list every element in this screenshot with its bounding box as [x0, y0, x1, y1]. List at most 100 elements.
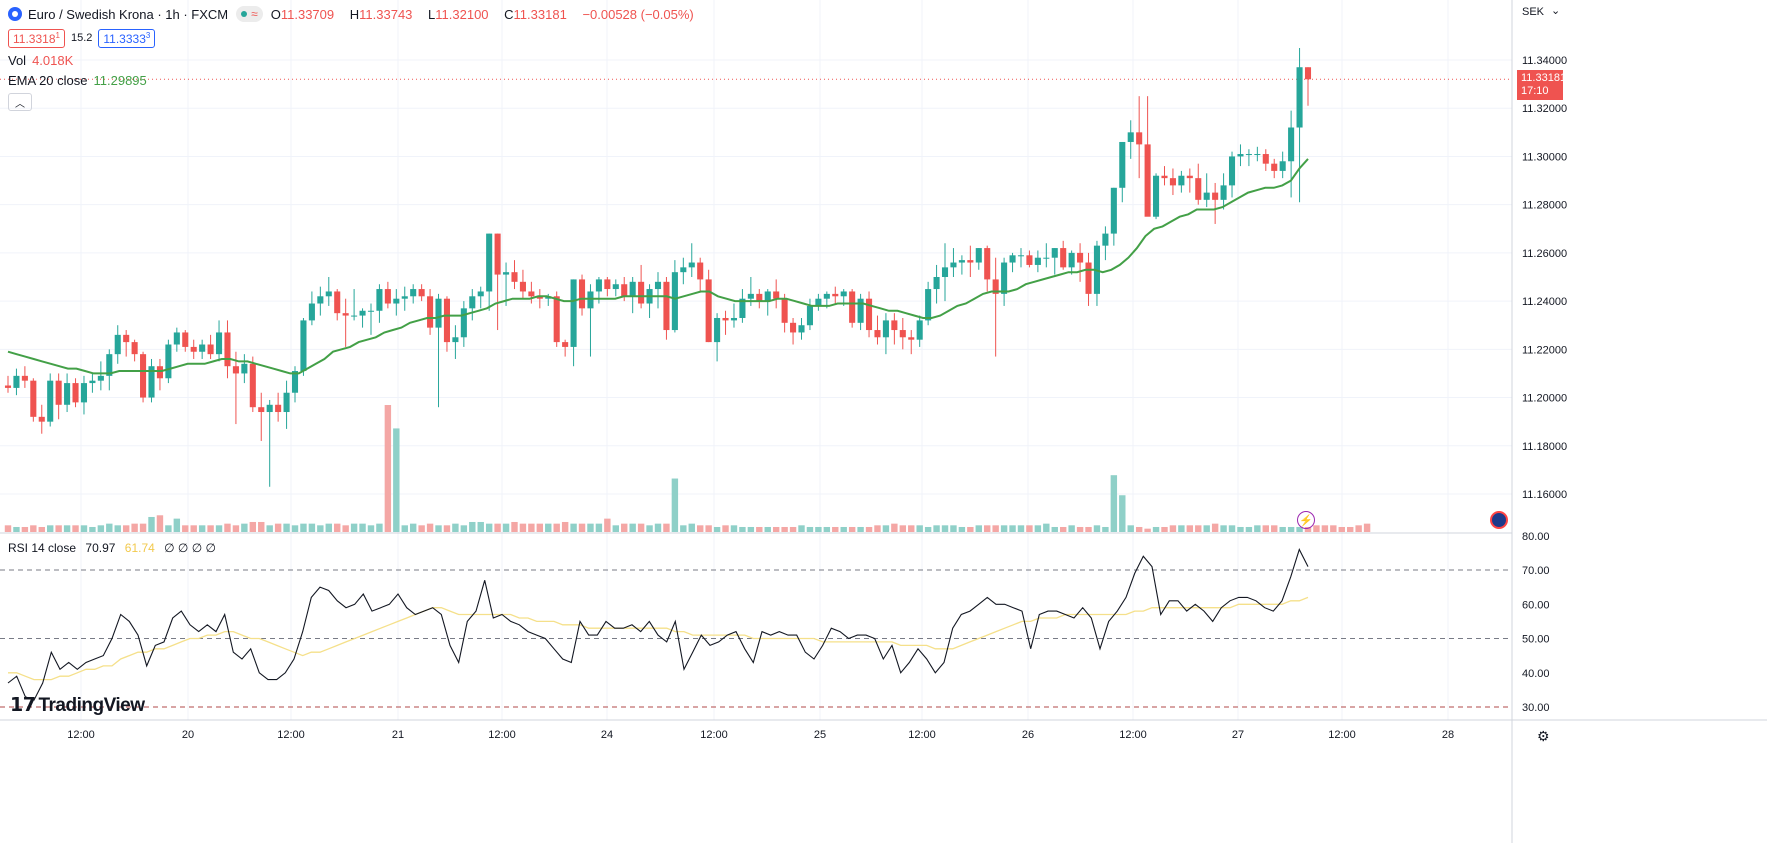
volume-bar	[621, 523, 628, 532]
candle-body	[1110, 187, 1117, 234]
globe-icon[interactable]	[1490, 511, 1508, 529]
candle-body	[958, 260, 965, 263]
candle-body	[849, 291, 856, 323]
candle-body	[460, 308, 467, 338]
symbol-title[interactable]: Euro / Swedish Krona · 1h · FXCM	[28, 6, 229, 22]
volume-bar	[1203, 525, 1210, 532]
candle-body	[1195, 178, 1202, 200]
volume-bar	[1279, 526, 1286, 532]
candle-body	[984, 248, 991, 280]
candle-body	[595, 279, 602, 292]
change-value: −0.00528 (−0.05%)	[582, 6, 694, 22]
candle-body	[570, 279, 577, 347]
candle-body	[4, 385, 12, 388]
volume-bar	[1093, 525, 1101, 532]
volume-bar	[772, 526, 780, 532]
chevron-up-icon[interactable]: ︿	[8, 93, 32, 111]
volume-bar	[1102, 526, 1109, 532]
candle-body	[165, 344, 172, 379]
volume-bar	[274, 523, 282, 532]
candle-body	[376, 289, 383, 311]
market-status-pill[interactable]: ≈	[236, 6, 263, 22]
volume-bar	[409, 523, 417, 532]
candle-body	[705, 279, 712, 343]
candle-body	[739, 298, 746, 318]
volume-bar	[1254, 525, 1261, 532]
ask-sup: 3	[145, 30, 151, 40]
buy-button[interactable]: 11.33333	[98, 28, 156, 48]
candle-body	[249, 363, 256, 408]
candle-body	[351, 315, 358, 317]
volume-bar	[114, 525, 121, 532]
volume-bar	[241, 523, 248, 532]
volume-bar	[1152, 526, 1160, 532]
volume-bar	[148, 516, 155, 532]
tradingview-logo[interactable]: 𝟭𝟳 TradingView	[10, 694, 145, 717]
volume-bar	[646, 525, 653, 532]
candle-body	[730, 317, 738, 321]
volume-bar	[1330, 525, 1337, 532]
volume-bar	[401, 525, 408, 532]
volume-bar	[1127, 525, 1134, 532]
volume-bar	[1237, 526, 1244, 532]
time-tick-label: 25	[814, 729, 826, 741]
candle-body	[291, 371, 299, 393]
volume-bar	[1313, 525, 1320, 532]
volume-bar	[832, 526, 839, 532]
rsi-label: RSI 14 close	[8, 541, 77, 555]
volume-bar	[519, 523, 527, 532]
volume-bar	[1355, 525, 1362, 532]
volume-bar	[393, 428, 400, 532]
candle-body	[317, 296, 324, 304]
candle-body	[13, 375, 20, 388]
ema-legend[interactable]: EMA 20 close 11.29895	[8, 70, 700, 90]
sell-button[interactable]: 11.33181	[8, 28, 65, 48]
candle-body	[519, 281, 526, 292]
volume-bar	[224, 523, 231, 532]
price-tick-label: 11.26000	[1522, 248, 1567, 260]
candle-body	[199, 344, 206, 352]
candle-body	[342, 313, 349, 316]
volume-bar	[469, 521, 476, 532]
volume-bar	[1000, 525, 1008, 532]
gear-icon[interactable]: ⚙	[1537, 728, 1550, 744]
candle-body	[1144, 144, 1151, 217]
time-tick-label: 12:00	[277, 729, 305, 741]
candle-body	[781, 298, 788, 323]
currency-label[interactable]: SEK	[1522, 6, 1545, 18]
candle-body	[722, 317, 729, 321]
volume-bar	[334, 523, 341, 532]
chevron-down-icon[interactable]: ⌄	[1551, 5, 1561, 17]
candle-body	[621, 284, 628, 297]
price-tick-label: 11.34000	[1522, 55, 1567, 67]
candle-body	[1051, 248, 1058, 258]
candle-body	[1068, 252, 1075, 268]
rsi-line	[7, 548, 1309, 701]
volume-bar	[232, 525, 240, 532]
candle-body	[241, 363, 248, 374]
candle-body	[756, 293, 763, 302]
candle-body	[925, 289, 932, 321]
rsi-legend[interactable]: RSI 14 close 70.97 61.74 ∅ ∅ ∅ ∅	[8, 541, 216, 555]
volume-bar	[781, 526, 788, 532]
volume-bar	[63, 525, 71, 532]
volume-bar	[1211, 523, 1219, 532]
candle-body	[832, 293, 839, 297]
volume-legend[interactable]: Vol 4.018K	[8, 50, 700, 70]
volume-bar	[1287, 526, 1295, 532]
volume-bar	[460, 525, 468, 532]
candle-body	[1220, 185, 1227, 200]
volume-bar	[823, 526, 831, 532]
time-tick-label: 21	[392, 729, 404, 741]
candle-body	[89, 380, 96, 384]
volume-bar	[713, 526, 721, 532]
volume-bar	[72, 525, 79, 532]
candle-body	[1212, 192, 1219, 200]
time-tick-label: 12:00	[67, 729, 95, 741]
volume-bar	[798, 525, 805, 532]
volume-bar	[1304, 526, 1312, 532]
candle-body	[790, 322, 797, 333]
lightning-icon[interactable]: ⚡	[1297, 511, 1315, 529]
